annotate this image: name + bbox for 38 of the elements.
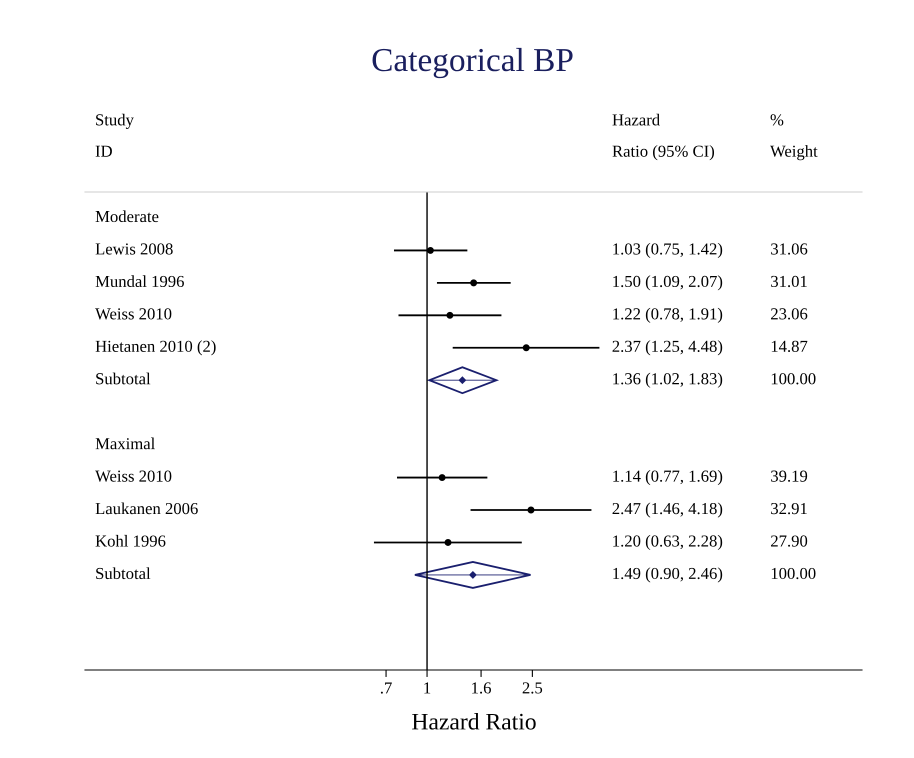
annotation: 1.14 (0.77, 1.69) <box>613 470 722 486</box>
annotation: 1.36 (1.02, 1.83) <box>613 372 722 388</box>
y-tick-label: Laukanen 2006 <box>96 502 198 514</box>
y-tick-label: Weiss 2010 <box>95 470 172 482</box>
y-tick-label: Kohl 1996 <box>96 534 166 547</box>
annotation: 1.20 (0.63, 2.28) <box>613 534 722 550</box>
y-tick-label: Maximal <box>96 438 155 450</box>
annotation: 27.90 <box>771 535 808 547</box>
annotation: 100.00 <box>772 568 816 580</box>
y-tick-label: Subtotal <box>96 372 150 384</box>
annotation: 2.47 (1.46, 4.18) <box>612 502 722 518</box>
annotation: 1.50 (1.09, 2.07) <box>613 275 722 290</box>
annotation: 1.03 (0.75, 1.42) <box>613 242 722 258</box>
annotation: 31.01 <box>771 276 807 288</box>
annotation: 14.87 <box>772 340 808 352</box>
y-tick-label: Mundal 1996 <box>96 275 184 288</box>
y-tick-label: Moderate <box>96 210 158 222</box>
y-tick-label: Hietanen 2010 (2) <box>96 340 216 356</box>
annotation: 1.22 (0.78, 1.91) <box>613 308 722 323</box>
annotation: 2.37 (1.25, 4.48) <box>612 340 722 356</box>
y-tick-label: Subtotal <box>96 567 150 580</box>
annotation: 32.91 <box>771 502 807 514</box>
x-tick-label: 1 <box>424 682 430 694</box>
x-axis-title: Hazard Ratio <box>412 713 536 730</box>
text: % Weight <box>770 114 818 160</box>
x-tick-label: .7 <box>380 682 392 694</box>
annotation: 23.06 <box>771 308 808 320</box>
annotation: 1.49 (0.90, 2.46) <box>613 567 722 582</box>
y-tick-label: Lewis 2008 <box>96 243 173 255</box>
y-tick-label: Weiss 2010 <box>95 308 172 320</box>
x-tick-label: 2.5 <box>522 682 542 694</box>
x-tick-label: 1.6 <box>472 682 491 694</box>
annotation: 100.00 <box>772 373 816 384</box>
text: Hazard Ratio (95% CI) <box>612 114 714 160</box>
annotation: 31.06 <box>771 243 808 255</box>
annotation: 39.19 <box>771 470 808 482</box>
y-axis-title: Study ID <box>96 114 134 157</box>
chart-title: Categorical BP <box>372 48 573 78</box>
